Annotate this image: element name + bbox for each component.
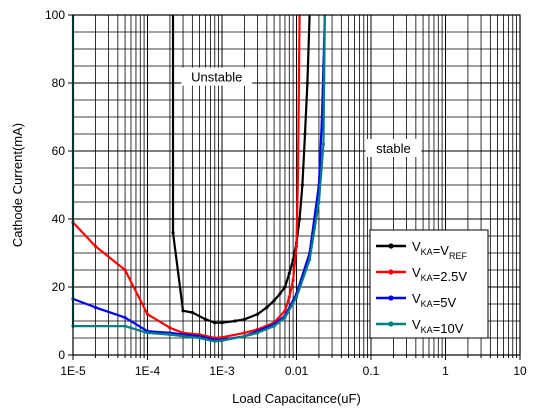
y-tick-label: 100: [45, 8, 65, 22]
series-point-0: [303, 132, 307, 136]
series-point-0: [213, 321, 217, 325]
series-point-1: [296, 166, 300, 170]
legend-marker: [388, 295, 394, 301]
y-tick-label: 20: [52, 280, 66, 294]
series-point-3: [272, 324, 276, 328]
series-point-3: [294, 295, 299, 299]
legend-label-0: VKA=VREF: [412, 239, 467, 261]
series-point-3: [123, 324, 127, 328]
region-label-0: Unstable: [191, 70, 242, 85]
y-tick-label: 0: [58, 348, 65, 362]
series-point-2: [93, 305, 98, 309]
series-point-3: [283, 316, 287, 320]
series-point-0: [287, 271, 291, 275]
series-point-0: [278, 292, 282, 296]
x-tick-label: 0.1: [363, 364, 380, 378]
annotations: Unstable stable: [181, 67, 422, 157]
x-tick-label: 10: [513, 364, 527, 378]
y-axis-label: Cathode Current(mA): [10, 123, 25, 247]
series-point-3: [242, 334, 247, 338]
series-point-0: [242, 317, 247, 321]
series-point-1: [93, 244, 98, 248]
series-point-1: [287, 295, 291, 299]
series-point-3: [317, 200, 321, 204]
annotation-background: [365, 139, 422, 157]
x-tick-label: 1: [442, 364, 449, 378]
series-point-0: [300, 183, 304, 187]
series-point-0: [220, 321, 224, 325]
series-point-0: [203, 317, 208, 321]
series-point-1: [123, 268, 127, 272]
series-point-0: [181, 309, 185, 313]
legend-items: VKA=VREF VKA=2.5V VKA=5V VKA=10V: [376, 239, 467, 336]
x-axis-label: Load Capacitance(uF): [232, 391, 361, 406]
y-tick-label: 40: [52, 212, 66, 226]
series-point-3: [255, 331, 260, 335]
series-point-1: [291, 278, 295, 282]
x-tick-label: 1E-3: [209, 364, 235, 378]
series-line-1: [72, 14, 301, 340]
x-tick-label: 1E-5: [60, 364, 86, 378]
series-point-3: [168, 333, 172, 337]
legend-label-2: VKA=5V: [412, 291, 457, 310]
series-point-0: [297, 217, 302, 221]
series-point-0: [291, 258, 295, 262]
series-point-0: [233, 319, 237, 323]
series-point-0: [265, 305, 269, 309]
series-point-3: [321, 142, 326, 146]
series-point-0: [272, 299, 276, 303]
series-point-0: [171, 231, 175, 235]
series-point-3: [220, 339, 224, 343]
series-layer: [71, 14, 326, 343]
legend-label-1: VKA=2.5V: [412, 265, 467, 284]
region-label-1: stable: [376, 141, 411, 156]
series-point-1: [168, 326, 172, 330]
series-point-3: [145, 331, 150, 335]
x-tick-label: 0.01: [285, 364, 309, 378]
y-tick-label: 80: [52, 76, 66, 90]
annotation-background: [181, 67, 253, 86]
series-point-0: [190, 310, 194, 315]
series-line-0: [171, 14, 311, 324]
series-point-0: [305, 81, 309, 85]
x-tick-label: 1E-4: [135, 364, 161, 378]
series-point-1: [220, 335, 224, 339]
legend-label-3: VKA=10V: [412, 317, 464, 336]
series-point-3: [308, 258, 312, 262]
legend-marker: [388, 321, 394, 327]
series-line-3: [71, 14, 326, 343]
series-point-2: [123, 316, 127, 320]
series-point-3: [213, 339, 217, 343]
legend-marker: [388, 269, 394, 275]
series-point-1: [242, 331, 247, 335]
legend-marker: [388, 243, 394, 249]
series-point-3: [197, 336, 202, 340]
legend: VKA=VREF VKA=2.5V VKA=5V VKA=10V: [369, 229, 489, 339]
series-point-3: [322, 81, 326, 85]
series-point-0: [283, 285, 287, 289]
y-tick-label: 60: [52, 144, 66, 158]
series-point-0: [255, 312, 260, 316]
series-point-1: [294, 244, 299, 248]
series-point-1: [283, 309, 287, 313]
series-point-1: [145, 312, 150, 316]
